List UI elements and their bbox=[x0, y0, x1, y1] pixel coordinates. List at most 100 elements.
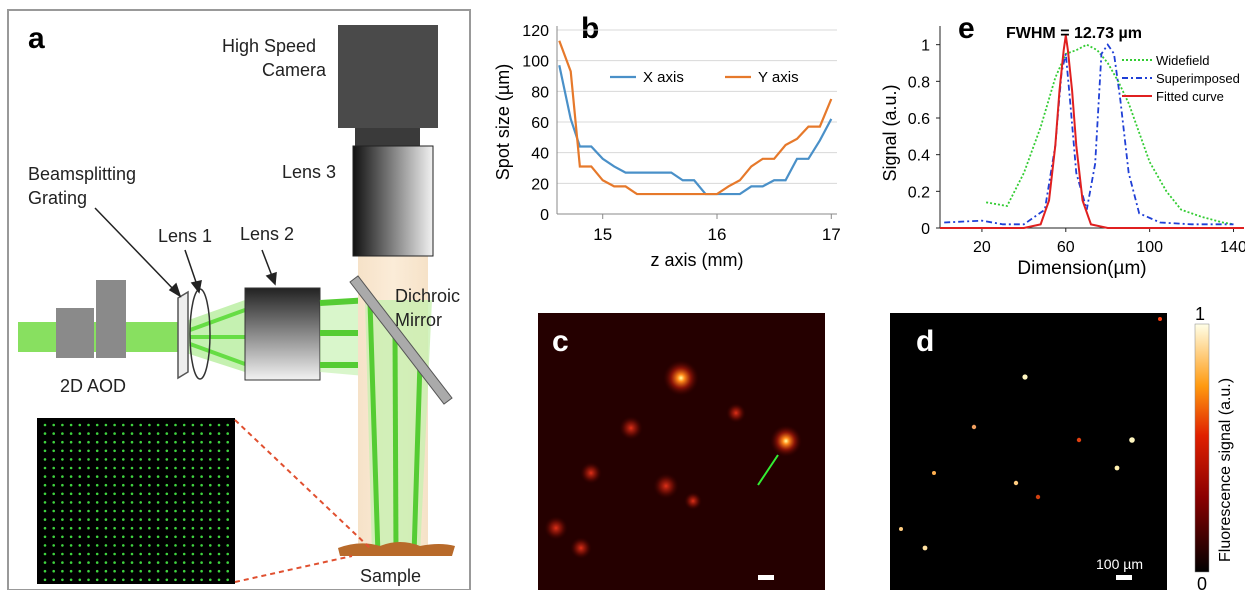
array-spot bbox=[209, 569, 212, 573]
array-spot bbox=[95, 544, 99, 547]
array-spot bbox=[95, 561, 99, 564]
y-tick-label: 120 bbox=[522, 23, 549, 40]
panel-c-spots bbox=[544, 360, 802, 559]
array-spot bbox=[113, 449, 116, 453]
array-spot bbox=[174, 492, 177, 496]
array-spot bbox=[209, 578, 212, 582]
legend-label: Fitted curve bbox=[1156, 89, 1224, 104]
array-spot bbox=[182, 492, 186, 496]
array-spot bbox=[78, 569, 82, 573]
array-spot bbox=[52, 449, 55, 453]
array-spot bbox=[148, 561, 151, 564]
array-spot bbox=[191, 569, 195, 573]
x-tick-label: 17 bbox=[822, 225, 841, 244]
array-spot bbox=[61, 475, 64, 478]
array-spot bbox=[156, 458, 160, 461]
array-spot bbox=[69, 526, 73, 530]
array-spot bbox=[122, 475, 125, 478]
array-spot bbox=[130, 509, 134, 513]
array-spot bbox=[182, 458, 186, 461]
array-spot bbox=[165, 423, 169, 427]
array-spot bbox=[191, 561, 195, 564]
array-spot bbox=[95, 509, 99, 513]
array-spot bbox=[69, 432, 73, 435]
array-spot bbox=[130, 492, 134, 496]
array-spot bbox=[148, 440, 151, 444]
array-spot bbox=[182, 432, 186, 435]
array-spot bbox=[209, 466, 212, 470]
array-spot bbox=[87, 552, 90, 556]
legend-label: X axis bbox=[643, 69, 684, 86]
array-spot bbox=[226, 561, 229, 564]
array-spot bbox=[209, 475, 212, 478]
array-spot bbox=[200, 544, 203, 547]
array-spot bbox=[156, 483, 160, 487]
array-spot bbox=[182, 501, 186, 504]
array-spot bbox=[130, 544, 134, 547]
array-spot bbox=[43, 423, 47, 427]
array-spot bbox=[104, 475, 108, 478]
array-spot bbox=[156, 466, 160, 470]
array-spot bbox=[130, 526, 134, 530]
x-tick-label: 140 bbox=[1220, 239, 1245, 256]
array-spot bbox=[52, 501, 55, 504]
array-spot bbox=[78, 466, 82, 470]
array-spot bbox=[191, 492, 195, 496]
array-spot bbox=[148, 475, 151, 478]
array-spot bbox=[139, 509, 142, 513]
array-spot bbox=[69, 561, 73, 564]
array-spot bbox=[87, 466, 90, 470]
camera-label-line1: High Speed bbox=[222, 36, 316, 56]
array-spot bbox=[182, 475, 186, 478]
array-spot bbox=[52, 432, 55, 435]
array-spot bbox=[78, 561, 82, 564]
array-spot bbox=[139, 423, 142, 427]
array-spot bbox=[165, 458, 169, 461]
array-spot bbox=[217, 501, 221, 504]
array-spot bbox=[209, 458, 212, 461]
panel-d-image: 100 µm d bbox=[890, 313, 1167, 590]
array-spot bbox=[139, 483, 142, 487]
array-spot bbox=[191, 509, 195, 513]
aod-block-1 bbox=[56, 308, 94, 358]
array-spot bbox=[191, 466, 195, 470]
array-spot bbox=[209, 561, 212, 564]
y-tick-label: 40 bbox=[531, 146, 549, 163]
array-spot bbox=[182, 569, 186, 573]
array-spot bbox=[52, 475, 55, 478]
grating-label-line1: Beamsplitting bbox=[28, 164, 136, 184]
array-spot bbox=[78, 423, 82, 427]
array-spot bbox=[226, 526, 229, 530]
array-spot bbox=[174, 569, 177, 573]
array-spot bbox=[148, 552, 151, 556]
array-spot bbox=[165, 552, 169, 556]
array-spot bbox=[78, 492, 82, 496]
array-spot bbox=[148, 535, 151, 539]
array-spot bbox=[217, 569, 221, 573]
array-spot bbox=[182, 552, 186, 556]
array-spot bbox=[191, 458, 195, 461]
x-axis-label: Dimension(µm) bbox=[1017, 258, 1146, 279]
array-spot bbox=[130, 423, 134, 427]
array-spot bbox=[43, 509, 47, 513]
array-spot bbox=[69, 440, 73, 444]
array-spot bbox=[122, 449, 125, 453]
array-spot bbox=[182, 561, 186, 564]
array-spot bbox=[156, 492, 160, 496]
array-spot bbox=[156, 561, 160, 564]
array-spot bbox=[52, 544, 55, 547]
array-spot bbox=[43, 544, 47, 547]
array-spot bbox=[209, 544, 212, 547]
array-spot bbox=[139, 578, 142, 582]
array-spot bbox=[52, 561, 55, 564]
colorbar-gradient bbox=[1194, 323, 1210, 573]
array-spot bbox=[95, 432, 99, 435]
array-spot bbox=[130, 552, 134, 556]
legend-label: Widefield bbox=[1156, 53, 1209, 68]
array-spot bbox=[61, 552, 64, 556]
array-spot bbox=[43, 569, 47, 573]
array-spot bbox=[52, 518, 55, 521]
array-spot bbox=[156, 423, 160, 427]
array-spot bbox=[209, 552, 212, 556]
panel-a-diagram: a 2D AOD Sample bbox=[7, 9, 471, 590]
